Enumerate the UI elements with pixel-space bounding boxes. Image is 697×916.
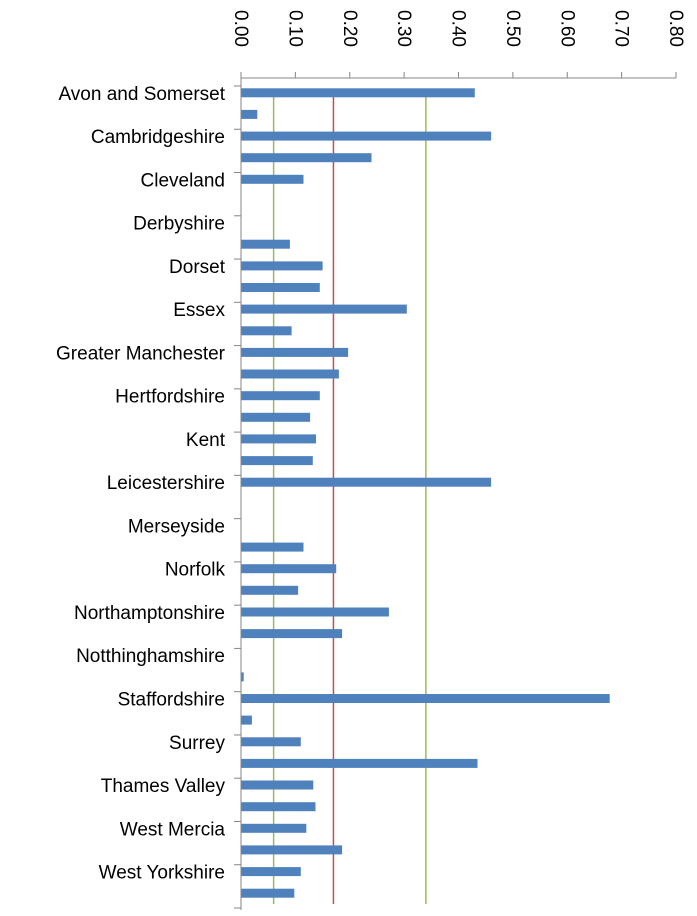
category-label-16: Kent — [186, 430, 226, 451]
bar-14 — [241, 391, 320, 401]
category-label-8: Dorset — [169, 257, 226, 278]
x-tick-label-2: 0.20 — [339, 10, 360, 47]
category-label-32: Thames Valley — [101, 776, 226, 797]
x-tick-label-8: 0.80 — [665, 10, 686, 47]
bar-16 — [241, 434, 316, 444]
bar-37 — [241, 888, 295, 898]
bar-17 — [241, 456, 313, 466]
bar-2 — [241, 131, 492, 141]
x-tick-label-6: 0.60 — [556, 10, 577, 47]
axes — [234, 72, 677, 910]
x-tick-label-3: 0.30 — [393, 10, 414, 47]
bar-8 — [241, 261, 323, 271]
bar-0 — [241, 88, 475, 98]
category-label-28: Staffordshire — [118, 690, 225, 711]
category-label-24: Northamptonshire — [74, 603, 225, 624]
x-tick-label-0: 0.00 — [230, 10, 251, 47]
bar-4 — [241, 174, 304, 184]
category-label-0: Avon and Somerset — [58, 84, 225, 105]
x-tick-label-1: 0.10 — [284, 10, 305, 47]
bar-32 — [241, 780, 314, 790]
bar-27 — [241, 672, 244, 682]
category-label-2: Cambridgeshire — [91, 127, 225, 148]
bar-13 — [241, 369, 339, 379]
x-tick-label-5: 0.50 — [502, 10, 523, 47]
bar-24 — [241, 607, 389, 617]
bar-9 — [241, 283, 320, 292]
bar-31 — [241, 758, 478, 768]
bar-22 — [241, 564, 337, 574]
bar-10 — [241, 304, 407, 314]
category-label-10: Essex — [173, 300, 225, 321]
category-label-26: Notthinghamshire — [76, 646, 225, 667]
x-tick-labels: 0.00 0.10 0.20 0.30 0.40 0.50 0.60 0.70 0.80 — [230, 10, 686, 47]
category-label-6: Derbyshire — [133, 214, 225, 235]
bar-18 — [241, 477, 492, 487]
bar-23 — [241, 585, 299, 595]
bar-33 — [241, 802, 316, 812]
x-tick-label-4: 0.40 — [448, 10, 469, 47]
bar-36 — [241, 867, 301, 877]
category-label-18: Leicestershire — [107, 473, 225, 494]
bar-35 — [241, 845, 343, 855]
category-label-4: Cleveland — [141, 170, 226, 191]
category-labels: Avon and Somerset Cambridgeshire Cleveland… — [56, 84, 226, 884]
bar-25 — [241, 629, 343, 639]
bar-29 — [241, 715, 252, 725]
bar-15 — [241, 412, 311, 422]
category-label-30: Surrey — [169, 733, 225, 754]
x-tick-label-7: 0.70 — [611, 10, 632, 47]
bar-30 — [241, 737, 301, 747]
category-label-12: Greater Manchester — [56, 343, 226, 364]
category-label-34: West Mercia — [120, 819, 226, 840]
category-label-36: West Yorkshire — [99, 863, 225, 884]
reference-lines — [272, 90, 427, 904]
bar-11 — [241, 326, 292, 336]
category-label-22: Norfolk — [165, 560, 226, 581]
bar-7 — [241, 239, 290, 249]
bar-3 — [241, 153, 372, 163]
category-label-14: Hertfordshire — [115, 387, 225, 408]
bar-1 — [241, 109, 258, 119]
category-label-20: Merseyside — [128, 516, 225, 537]
bars — [241, 88, 610, 898]
bar-12 — [241, 347, 349, 357]
bar-28 — [241, 694, 610, 703]
bar-21 — [241, 542, 304, 552]
bar-34 — [241, 823, 307, 833]
